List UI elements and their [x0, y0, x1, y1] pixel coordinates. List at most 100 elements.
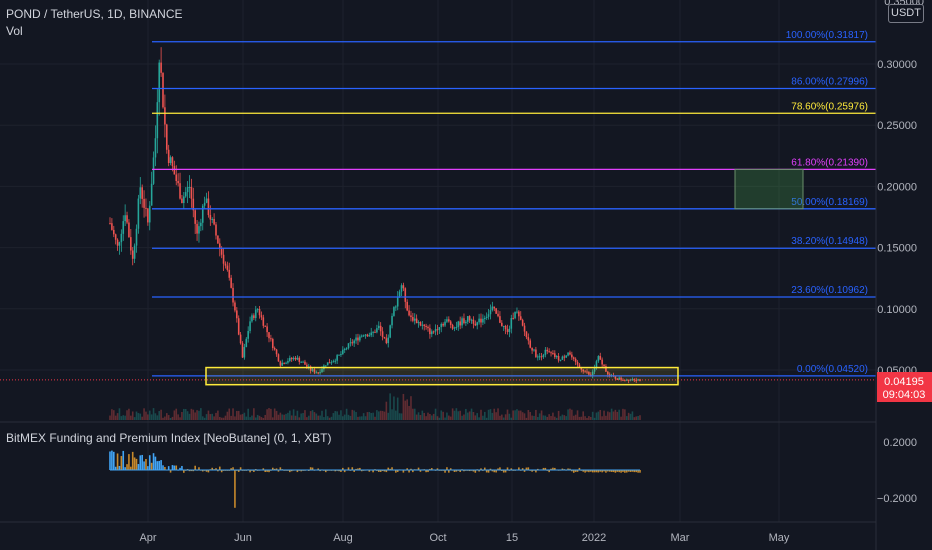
funding-bar	[550, 468, 552, 470]
volume-bar	[377, 411, 380, 420]
drawing-zones[interactable]	[205, 168, 804, 386]
candle-body	[273, 347, 276, 350]
volume-bar	[465, 408, 467, 420]
candle-body	[328, 362, 331, 364]
candle-body	[186, 187, 189, 193]
funding-bar	[582, 470, 585, 472]
funding-bar	[499, 467, 501, 470]
candle-body	[495, 308, 497, 314]
volume-bar	[340, 410, 342, 420]
funding-bar	[139, 455, 142, 470]
volume-bar	[254, 417, 257, 420]
volume-bar	[544, 415, 547, 420]
candle-body	[232, 287, 234, 303]
candle-body	[410, 315, 412, 318]
candle-body	[203, 202, 206, 206]
candle-body	[383, 336, 386, 339]
candle-body	[205, 198, 208, 203]
price-axis[interactable]: 0.300000.250000.200000.150000.100000.050…	[877, 59, 917, 377]
funding-bar	[474, 470, 477, 473]
funding-bar	[167, 466, 170, 470]
candle-body	[122, 221, 125, 234]
candle-body	[400, 285, 403, 292]
volume-bar	[410, 396, 412, 420]
candle-body	[637, 379, 639, 381]
volume-bar	[588, 416, 590, 420]
time-axis[interactable]: Apr Jun Aug Oct 15 2022 Mar May	[139, 532, 789, 544]
volume-bar	[589, 416, 592, 420]
funding-bar	[531, 470, 533, 472]
volume-bar	[319, 415, 321, 420]
volume-bar	[608, 412, 611, 420]
symbol-legend[interactable]: POND / TetherUS, 1D, BINANCE	[6, 7, 183, 21]
volume-bar	[423, 412, 426, 420]
volume-bar	[429, 413, 431, 420]
funding-bar	[114, 466, 117, 470]
funding-bar	[133, 457, 136, 470]
candle-body	[317, 372, 320, 374]
volume-bar	[139, 413, 142, 420]
funding-bar	[290, 470, 293, 472]
volume-bar	[173, 410, 176, 420]
candle-body	[616, 378, 619, 380]
funding-bar	[160, 460, 162, 470]
funding-bar	[324, 470, 327, 473]
currency-selector[interactable]: USDT	[888, 4, 924, 23]
volume-bar	[497, 408, 499, 420]
funding-bar	[453, 470, 456, 472]
candle-body	[516, 311, 518, 313]
volume-bar	[343, 414, 346, 420]
volume-bar	[449, 416, 452, 420]
volume-bar	[415, 414, 418, 420]
volume-bar	[463, 414, 465, 420]
support-zone-box[interactable]	[205, 366, 679, 386]
funding-bar	[338, 470, 340, 472]
candle-body	[574, 358, 577, 362]
candle-body	[459, 321, 461, 326]
candle-body	[277, 354, 280, 362]
candle-body	[552, 353, 554, 355]
volume-bar	[217, 410, 219, 420]
funding-bar	[425, 470, 427, 473]
last-price-badge: 0.04195 09:04:03	[877, 372, 932, 402]
funding-bar	[201, 470, 204, 472]
volume-bar	[627, 412, 630, 420]
candle-body	[169, 157, 172, 164]
funding-bar	[627, 470, 630, 472]
candle-body	[124, 215, 126, 222]
candle-body	[529, 340, 532, 348]
volume-bar	[209, 414, 212, 420]
fibonacci-retracement[interactable]: 100.00%(0.31817) 86.00%(0.27996) 78.60%(0.…	[152, 30, 876, 377]
candle-body	[345, 348, 348, 350]
volume-bar	[561, 414, 564, 420]
candle-body	[518, 311, 520, 317]
candle-body	[262, 317, 265, 326]
funding-bar	[205, 470, 208, 472]
candle-body	[557, 356, 560, 361]
funding-bar	[188, 470, 191, 472]
volume-bar	[525, 417, 528, 420]
indicator-axis[interactable]: 0.2000 −0.2000	[877, 437, 917, 505]
volume-bar	[283, 414, 285, 420]
candle-body	[451, 324, 454, 329]
volume-legend[interactable]: Vol	[6, 24, 23, 38]
volume-bar	[128, 408, 130, 420]
volume-bar	[603, 410, 605, 420]
candle-body	[289, 357, 291, 362]
volume-bar	[122, 415, 125, 420]
candle-body	[241, 343, 244, 358]
target-zone-box[interactable]	[734, 168, 804, 210]
time-tick: 2022	[582, 532, 606, 544]
volume-bar	[529, 412, 532, 420]
candle-body	[167, 149, 170, 164]
volume-bar	[256, 414, 259, 420]
volume-bar	[285, 413, 287, 420]
candle-body	[148, 205, 151, 223]
indicator-legend[interactable]: BitMEX Funding and Premium Index [NeoBut…	[6, 431, 332, 445]
volume-bar	[563, 415, 566, 420]
candle-body	[472, 319, 475, 324]
last-price-value: 0.04195	[884, 376, 924, 388]
funding-bar	[112, 451, 115, 470]
funding-bar	[620, 470, 622, 473]
